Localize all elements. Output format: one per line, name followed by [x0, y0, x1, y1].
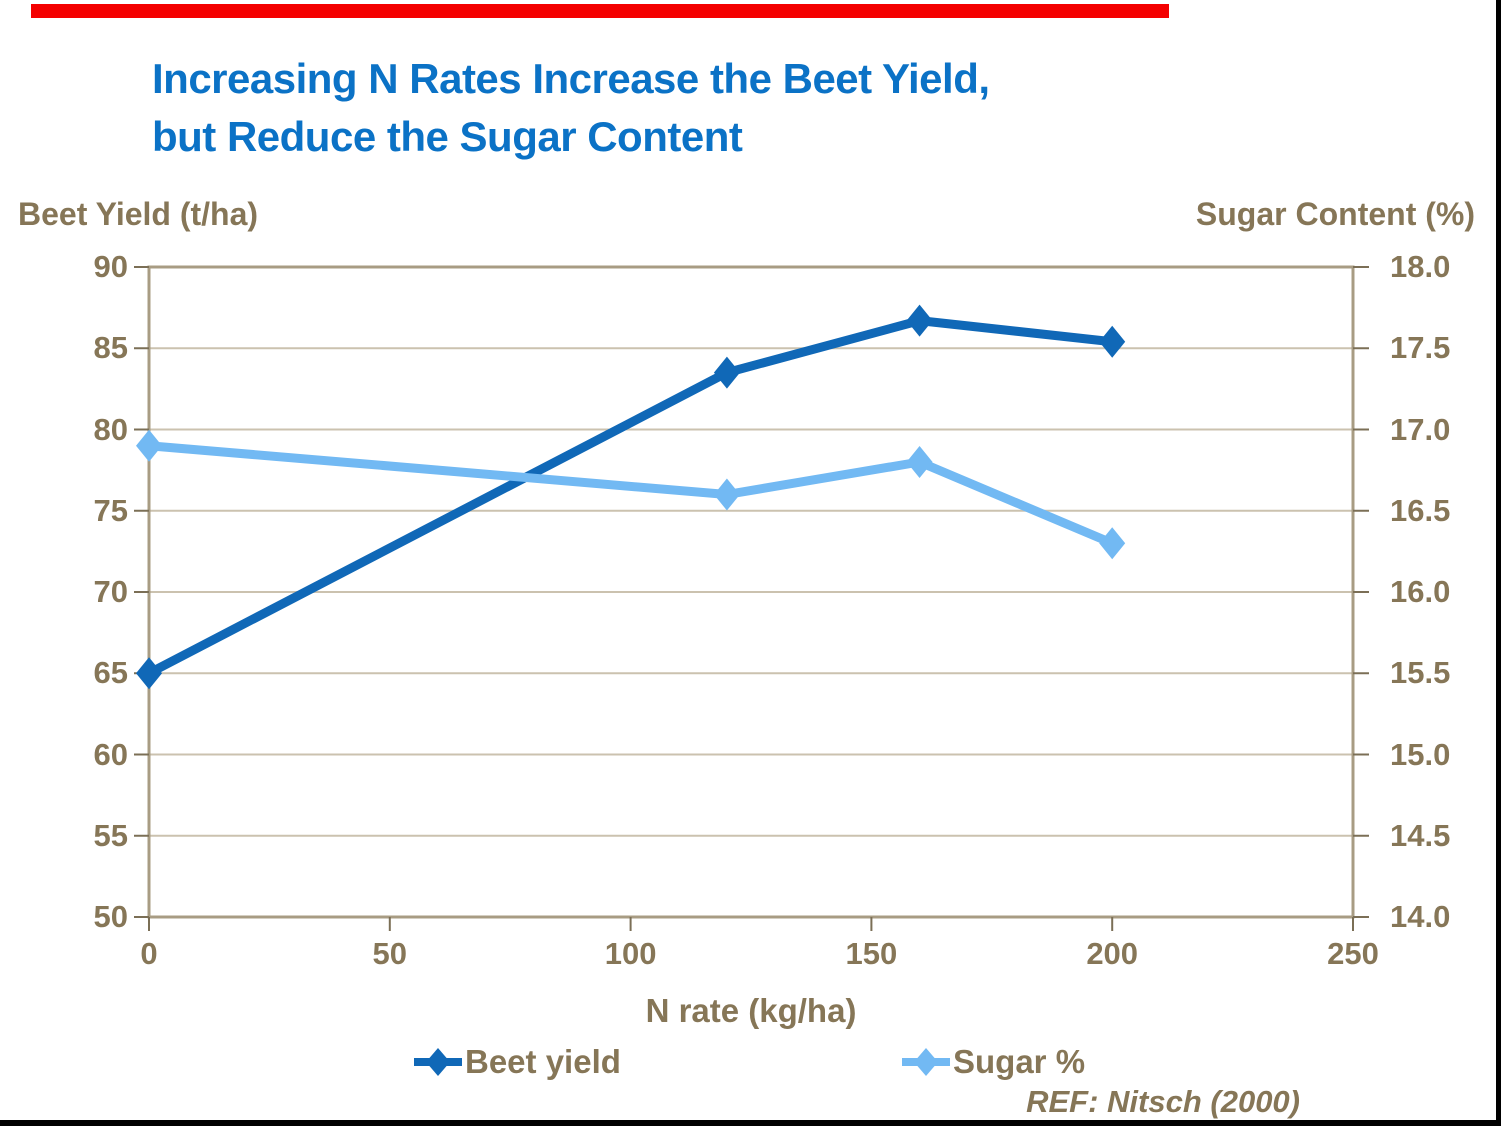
x-axis-title: N rate (kg/ha) [645, 992, 857, 1029]
y-left-tick-label: 80 [93, 411, 128, 447]
x-tick-label: 50 [372, 936, 408, 971]
y-right-tick-label: 14.5 [1390, 817, 1451, 853]
title-line-2: but Reduce the Sugar Content [152, 113, 743, 160]
y-left-tick-label: 85 [93, 330, 128, 366]
sugar-line-marker-icon [902, 1048, 950, 1076]
x-tick-label: 150 [845, 936, 898, 971]
x-tick-label: 200 [1086, 936, 1139, 971]
right-axis-title: Sugar Content (%) [1195, 196, 1475, 232]
y-right-tick-label: 18.0 [1390, 249, 1451, 284]
legend-item-beet-yield: Beet yield [413, 1042, 621, 1082]
y-right-tick-label: 15.5 [1390, 655, 1451, 691]
x-tick-label: 0 [140, 936, 158, 971]
y-left-tick-label: 90 [93, 249, 128, 284]
y-right-tick-label: 17.5 [1390, 330, 1451, 366]
title-line-1: Increasing N Rates Increase the Beet Yie… [152, 55, 990, 102]
red-accent-bar [31, 4, 1169, 18]
legend-item-sugar: Sugar % [901, 1042, 1085, 1082]
y-left-tick-label: 50 [93, 899, 128, 934]
x-tick-label: 100 [604, 936, 657, 971]
y-left-tick-label: 75 [93, 492, 128, 528]
legend-label-beet-yield: Beet yield [465, 1043, 621, 1080]
left-axis-title: Beet Yield (t/ha) [18, 196, 259, 232]
footer-reference: REF: Nitsch (2000) [1026, 1084, 1300, 1119]
beet-yield-line-marker-icon [414, 1048, 462, 1076]
y-left-tick-label: 70 [93, 574, 128, 609]
y-right-tick-label: 16.5 [1390, 492, 1451, 528]
x-tick-label: 250 [1327, 936, 1379, 971]
y-right-tick-label: 16.0 [1390, 574, 1451, 609]
y-right-tick-label: 17.0 [1390, 411, 1451, 447]
y-right-tick-label: 15.0 [1390, 736, 1451, 772]
y-right-tick-label: 14.0 [1390, 899, 1451, 934]
y-left-tick-label: 60 [93, 736, 128, 772]
legend-label-sugar: Sugar % [953, 1043, 1086, 1080]
y-left-tick-label: 55 [93, 817, 128, 853]
y-left-tick-label: 65 [93, 655, 128, 691]
slide-title: Increasing N Rates Increase the Beet Yie… [152, 50, 990, 166]
